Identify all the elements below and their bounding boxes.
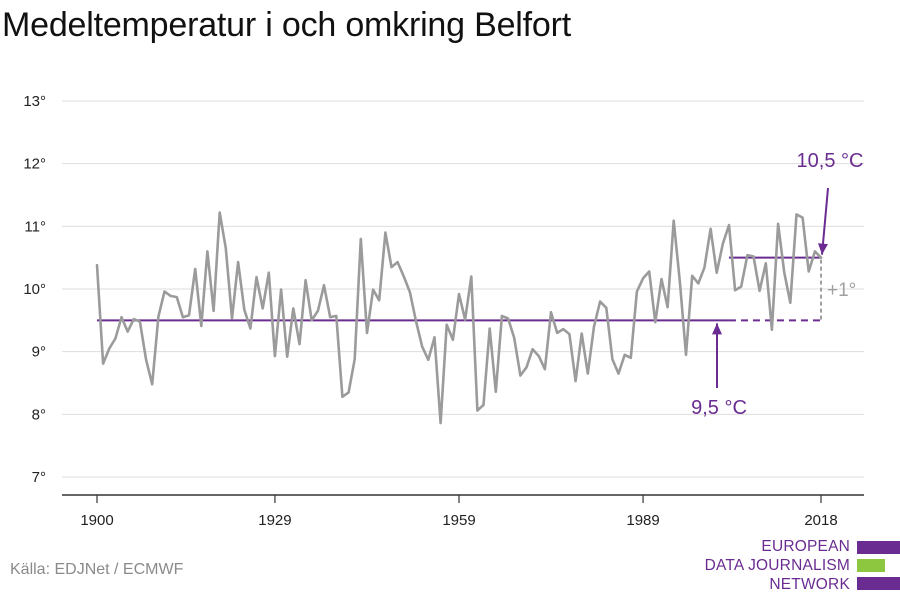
y-tick-label: 11° bbox=[24, 218, 46, 235]
annotations: +1° 10,5 °C 9,5 °C bbox=[691, 150, 863, 419]
edjnet-logo[interactable]: EUROPEAN DATA JOURNALISM NETWORK bbox=[700, 538, 900, 600]
grid-lines bbox=[62, 100, 864, 478]
source-credit: Källa: EDJNet / ECMWF bbox=[10, 561, 184, 578]
logo-bar-1 bbox=[857, 541, 900, 554]
logo-bar-2 bbox=[857, 559, 885, 572]
baseline-annotation-arrow-head bbox=[712, 323, 722, 335]
y-tick-label: 10° bbox=[23, 281, 46, 298]
temperature-series-line bbox=[95, 211, 823, 425]
recent-average-label: 10,5 °C bbox=[797, 150, 864, 172]
chart-title: Medeltemperatur i och omkring Belfort bbox=[2, 6, 571, 44]
logo-bar-3 bbox=[857, 577, 900, 590]
delta-label: +1° bbox=[827, 280, 856, 301]
baseline-average-label: 9,5 °C bbox=[691, 397, 747, 419]
logo-line-2: DATA JOURNALISM bbox=[704, 557, 850, 574]
recent-annotation-arrow-shaft bbox=[821, 187, 829, 255]
y-tick-label: 12° bbox=[23, 156, 46, 173]
y-tick-label: 9° bbox=[32, 344, 46, 361]
x-tick-label: 1900 bbox=[80, 512, 113, 529]
y-tick-label: 8° bbox=[32, 406, 46, 423]
y-axis-tick-labels: 7° 8° 9° 10° 11° 12° 13° bbox=[23, 93, 46, 486]
x-tick-label: 1959 bbox=[442, 512, 475, 529]
x-tick-label: 2018 bbox=[804, 512, 837, 529]
logo-line-3: NETWORK bbox=[769, 576, 850, 593]
y-tick-label: 7° bbox=[32, 469, 46, 486]
logo-line-1: EUROPEAN bbox=[761, 538, 850, 555]
x-axis: 1900 1929 1959 1989 2018 bbox=[62, 494, 864, 529]
x-tick-label: 1929 bbox=[258, 512, 291, 529]
x-tick-label: 1989 bbox=[626, 512, 659, 529]
recent-annotation-arrow-head bbox=[818, 243, 828, 255]
series-layer bbox=[95, 211, 823, 425]
y-tick-label: 13° bbox=[23, 93, 46, 110]
